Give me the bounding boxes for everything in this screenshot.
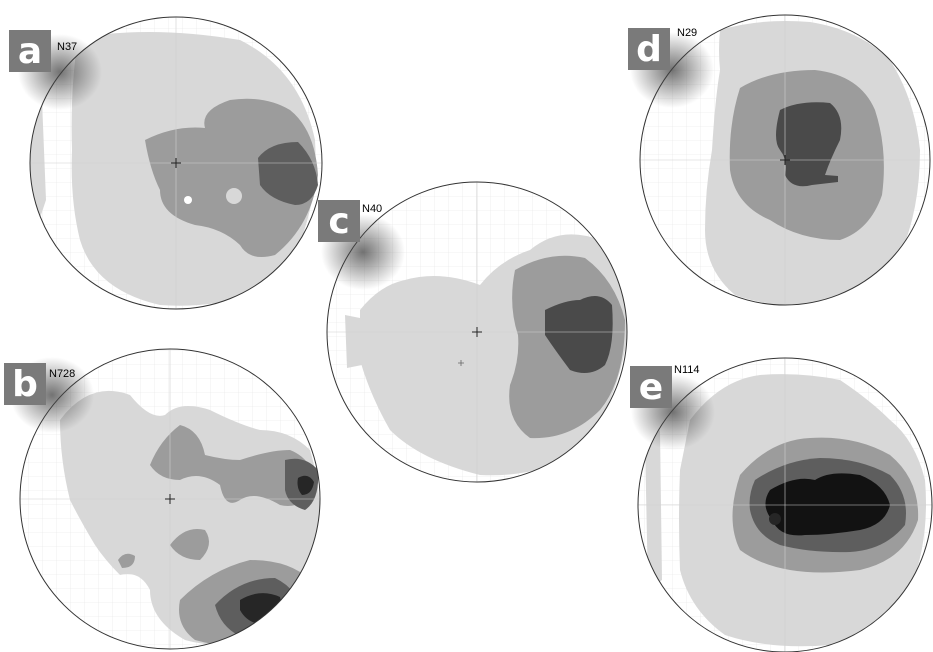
contour-level-3: [545, 296, 613, 374]
contour-level-3: [258, 142, 318, 205]
contour-spot: [769, 513, 781, 525]
stereonet-d: d N29: [628, 14, 931, 306]
sample-count-label: N40: [362, 203, 382, 215]
sample-count-label: N114: [674, 364, 699, 376]
panel-letter: c: [328, 201, 349, 242]
panel-letter-box: [630, 366, 672, 408]
contour-level-4: [297, 475, 314, 495]
panel-letter: e: [639, 367, 663, 408]
panel-letter: b: [12, 364, 38, 405]
sample-count-label: N728: [49, 368, 75, 380]
primitive-circle: [637, 357, 933, 652]
stereonet-a: a N37: [9, 16, 323, 310]
contour-hole: [184, 196, 192, 204]
panel-letter-box: [9, 30, 51, 72]
contour-level-1: [645, 430, 662, 590]
contour-level-4: [765, 473, 890, 536]
primitive-circle: [639, 14, 931, 306]
stereonet-e: e N114: [630, 357, 933, 652]
sample-count-label: N37: [57, 41, 77, 53]
contour-level-2: [145, 98, 318, 258]
primitive-circle: [19, 348, 321, 650]
sample-count-label: N29: [677, 27, 697, 39]
contour-level-2: [150, 425, 316, 506]
contour-level-3: [776, 102, 842, 187]
panel-letter: d: [636, 29, 662, 70]
panel-letter: a: [18, 31, 42, 72]
contour-level-2: [170, 529, 209, 560]
stereonet-c: c N40: [318, 181, 628, 483]
stereonet-b: b N728: [4, 348, 321, 650]
panel-letter-box: [4, 363, 46, 405]
primitive-circle: [29, 16, 323, 310]
panel-letter-box: [318, 200, 360, 242]
contour-level-2: [118, 553, 135, 568]
contour-hole: [226, 188, 242, 204]
panel-letter-box: [628, 28, 670, 70]
primitive-circle: [326, 181, 628, 483]
contour-level-1: [345, 315, 362, 368]
